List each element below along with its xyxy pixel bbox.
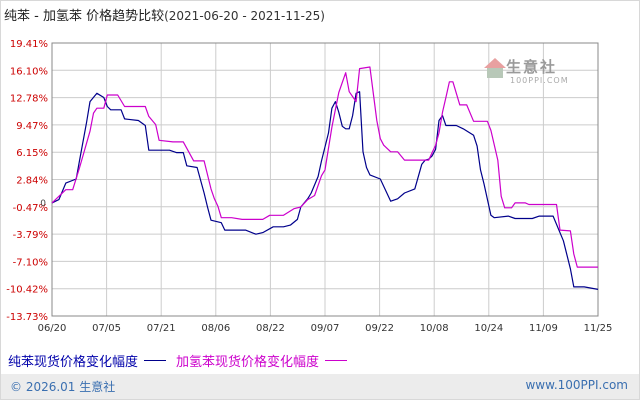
x-tick-label: 09/22 xyxy=(365,323,394,334)
legend-label-series1: 纯苯现货价格变化幅度 xyxy=(8,355,139,370)
zero-label: 0 xyxy=(40,199,46,209)
y-tick-label: -13.73% xyxy=(6,312,48,323)
chart-title-main: 纯苯 - 加氢苯 价格趋势比较 xyxy=(4,9,165,24)
y-tick-label: 12.78% xyxy=(10,94,48,105)
plot-border xyxy=(51,42,599,317)
footer-site-link[interactable]: www.100PPI.com xyxy=(525,378,628,392)
y-tick-label: -0.47% xyxy=(13,203,48,214)
chart-title: 纯苯 - 加氢苯 价格趋势比较(2021-06-20 - 2021-11-25) xyxy=(4,5,325,24)
x-tick-label: 08/22 xyxy=(256,323,285,334)
x-tick-label: 11/09 xyxy=(529,323,558,334)
watermark-logo-icon xyxy=(484,58,506,68)
footer-bar xyxy=(1,374,639,399)
chart-title-dates: (2021-06-20 - 2021-11-25) xyxy=(164,9,325,23)
y-tick-label: 9.47% xyxy=(16,121,48,132)
x-tick-label: 09/07 xyxy=(311,323,340,334)
legend-swatch-series2 xyxy=(325,360,348,361)
x-tick-label: 08/06 xyxy=(201,323,230,334)
watermark-logo-base xyxy=(487,68,503,78)
y-tick-label: -3.79% xyxy=(13,230,48,241)
x-tick-label: 10/08 xyxy=(420,323,449,334)
legend-swatch-series1 xyxy=(144,360,167,361)
legend-label-series2: 加氢苯现货价格变化幅度 xyxy=(176,355,320,370)
x-tick-label: 11/25 xyxy=(584,323,613,334)
y-tick-label: 16.10% xyxy=(10,66,48,77)
series-line-2 xyxy=(51,66,598,268)
chart-legend: 纯苯现货价格变化幅度 加氢苯现货价格变化幅度 xyxy=(8,351,357,370)
x-tick-label: 06/20 xyxy=(38,323,67,334)
y-tick-label: -7.10% xyxy=(13,257,48,268)
y-tick-label: 2.84% xyxy=(16,176,48,187)
x-tick-label: 07/21 xyxy=(147,323,176,334)
series-line-1 xyxy=(51,91,599,290)
y-tick-label: -10.42% xyxy=(6,285,48,296)
footer-copyright: © 2026.01 生意社 xyxy=(10,380,116,394)
watermark-url: 100PPI.COM xyxy=(510,76,569,85)
y-tick-label: 19.41% xyxy=(10,39,48,50)
y-tick-label: 6.15% xyxy=(16,148,48,159)
x-tick-label: 10/24 xyxy=(474,323,503,334)
x-tick-label: 07/05 xyxy=(92,323,121,334)
watermark-brand: 生意社 xyxy=(506,58,558,76)
